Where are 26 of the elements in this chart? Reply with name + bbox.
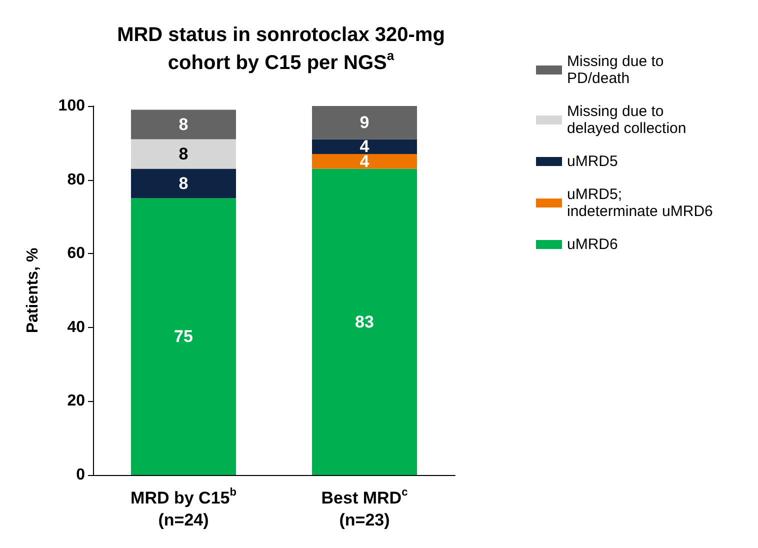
legend-label: Missing due to PD/death [567, 53, 664, 87]
legend-label: uMRD5; indeterminate uMRD6 [567, 186, 713, 220]
bar [131, 110, 236, 140]
bar [312, 106, 417, 140]
legend-label: Missing due to delayed collection [567, 103, 686, 137]
y-tick-label: 0 [76, 466, 86, 484]
bar [312, 154, 417, 169]
bar [312, 168, 417, 475]
data-label: 83 [355, 312, 374, 332]
bar [131, 139, 236, 169]
y-tick-label: 40 [67, 318, 86, 336]
y-tick-label: 60 [67, 245, 86, 262]
bar [131, 198, 236, 475]
bar [312, 139, 417, 154]
y-tick-label: 100 [58, 98, 86, 114]
data-label: 75 [174, 327, 193, 346]
y-axis-title: Patients, % [24, 248, 42, 334]
legend-label: uMRD6 [567, 236, 618, 253]
data-label: 8 [178, 144, 188, 164]
data-label: 9 [360, 113, 370, 132]
data-label: 8 [178, 114, 188, 134]
y-tick-label: 80 [67, 171, 86, 188]
bar [131, 168, 236, 198]
data-label: 8 [178, 174, 188, 193]
y-tick-label: 20 [67, 392, 86, 410]
legend-label: uMRD5 [567, 153, 618, 170]
